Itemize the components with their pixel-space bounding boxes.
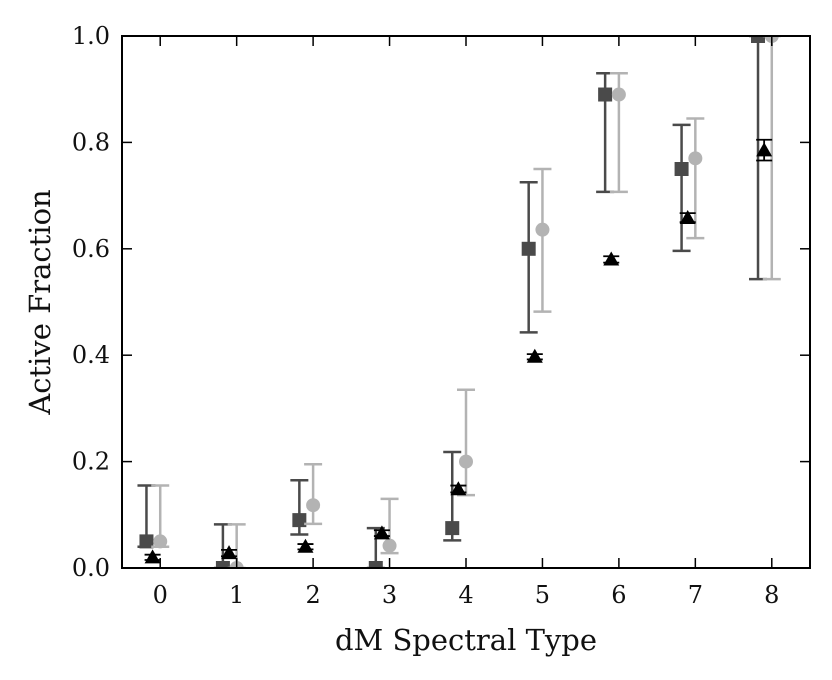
data-point-triangle: [756, 142, 773, 157]
y-axis-label: Active Fraction: [23, 189, 57, 415]
data-marks: [137, 36, 781, 568]
data-point-square: [751, 36, 766, 43]
data-point-triangle: [297, 538, 314, 553]
series-square: [137, 36, 768, 568]
series-circle: [151, 36, 781, 568]
x-tick-label: 8: [764, 581, 779, 609]
plot-area: [137, 36, 781, 568]
y-tick-label: 0.4: [72, 341, 110, 369]
x-tick-label: 3: [382, 581, 397, 609]
data-point-square: [368, 561, 383, 568]
data-point-triangle: [679, 209, 696, 224]
y-tick-label: 1.0: [72, 22, 110, 50]
data-point-square: [445, 521, 460, 536]
y-tick-label: 0.2: [72, 448, 110, 476]
x-axis-label: dM Spectral Type: [335, 623, 597, 657]
x-tick-label: 1: [229, 581, 244, 609]
axis-ticks: 0 1 2 3 4 5 6 7 8 0.0 0.2 0.4 0.6 0.8 1.0: [72, 22, 810, 609]
data-point-circle: [611, 87, 626, 102]
data-point-circle: [688, 151, 703, 166]
data-point-square: [215, 561, 230, 568]
data-point-circle: [535, 222, 550, 237]
y-tick-label: 0.6: [72, 235, 110, 263]
data-point-square: [521, 241, 536, 256]
y-tick-label: 0.8: [72, 128, 110, 156]
y-tick-label: 0.0: [72, 554, 110, 582]
data-point-triangle: [603, 251, 620, 266]
data-point-circle: [153, 534, 168, 549]
data-point-circle: [306, 498, 321, 513]
x-tick-label: 4: [458, 581, 473, 609]
x-tick-label: 7: [688, 581, 703, 609]
x-tick-label: 0: [153, 581, 168, 609]
series-triangle: [144, 138, 773, 564]
x-tick-label: 6: [611, 581, 626, 609]
data-point-triangle: [526, 348, 543, 363]
data-point-square: [139, 534, 154, 549]
data-point-square: [598, 87, 613, 102]
data-point-triangle: [221, 545, 238, 560]
data-point-circle: [382, 538, 397, 553]
data-point-square: [674, 162, 689, 176]
x-tick-label: 5: [535, 581, 550, 609]
data-point-triangle: [144, 549, 161, 564]
data-point-circle: [459, 454, 473, 469]
data-point-triangle: [450, 481, 467, 496]
x-tick-label: 2: [305, 581, 320, 609]
data-point-square: [292, 513, 307, 528]
data-point-triangle: [373, 525, 390, 540]
